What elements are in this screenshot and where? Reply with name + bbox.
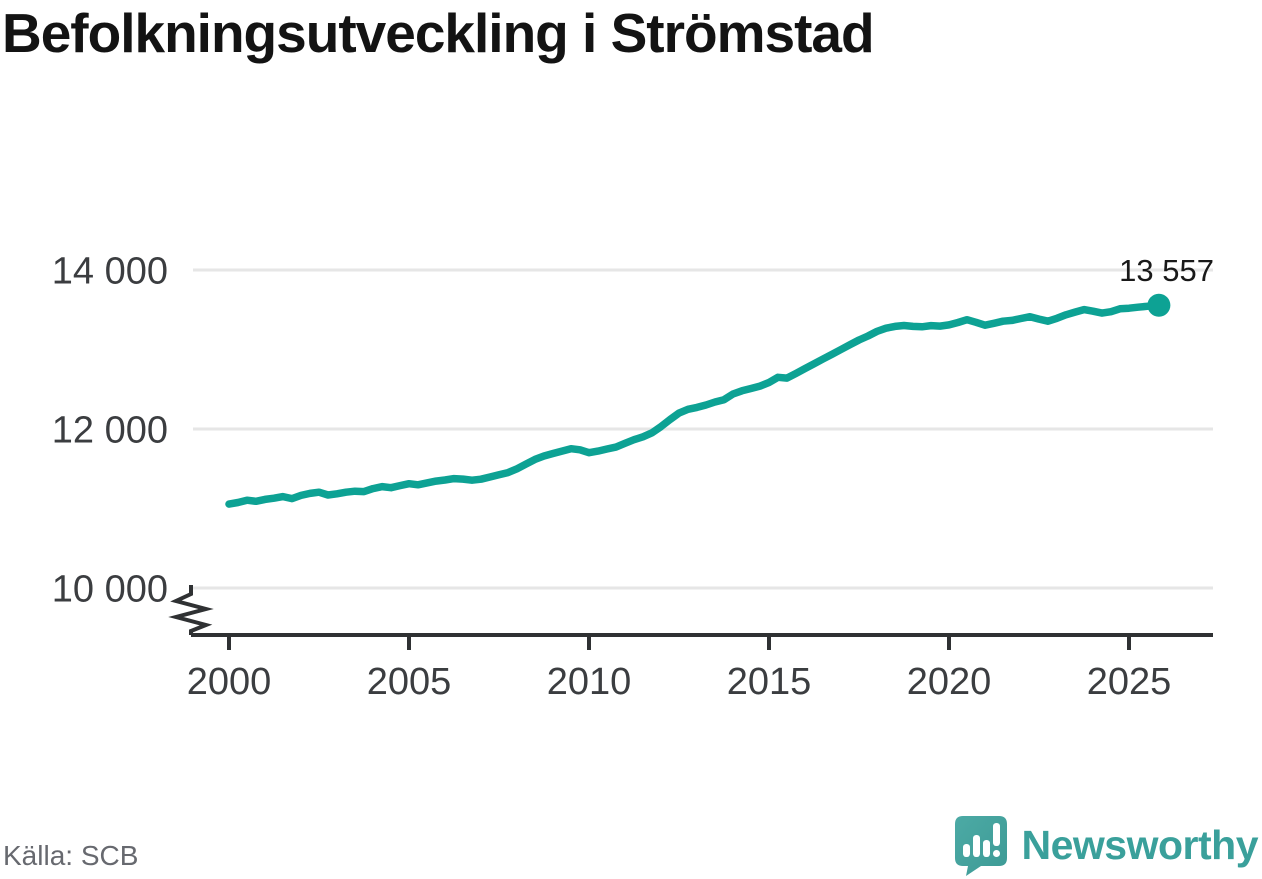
bar-icon-medium (982, 840, 990, 857)
source-note: Källa: SCB (3, 840, 139, 871)
bar-icon-small (962, 844, 970, 857)
end-value-label: 13 557 (1119, 253, 1214, 288)
population-line (225, 301, 1163, 508)
bar-icon-tall (972, 835, 980, 857)
y-tick-label: 12 000 (52, 409, 168, 451)
y-axis-break (168, 585, 214, 635)
newsworthy-logo: Newsworthy (953, 813, 1259, 877)
end-point-marker (1147, 293, 1171, 317)
x-tick-label: 2020 (907, 661, 992, 703)
y-tick-label: 14 000 (52, 250, 168, 292)
newsworthy-logo-icon (954, 816, 1007, 876)
x-tick-label: 2015 (727, 661, 812, 703)
x-tick-label: 2010 (547, 661, 632, 703)
exclamation-dot-icon (992, 850, 1000, 857)
y-tick-label: 10 000 (52, 568, 168, 610)
exclamation-bar-icon (992, 823, 1000, 846)
x-tick-label: 2025 (1087, 661, 1172, 703)
newsworthy-wordmark: Newsworthy (1021, 821, 1259, 868)
x-tick-label: 2000 (187, 661, 272, 703)
chart-title: Befolkningsutveckling i Strömstad (2, 2, 875, 64)
x-tick-label: 2005 (367, 661, 452, 703)
